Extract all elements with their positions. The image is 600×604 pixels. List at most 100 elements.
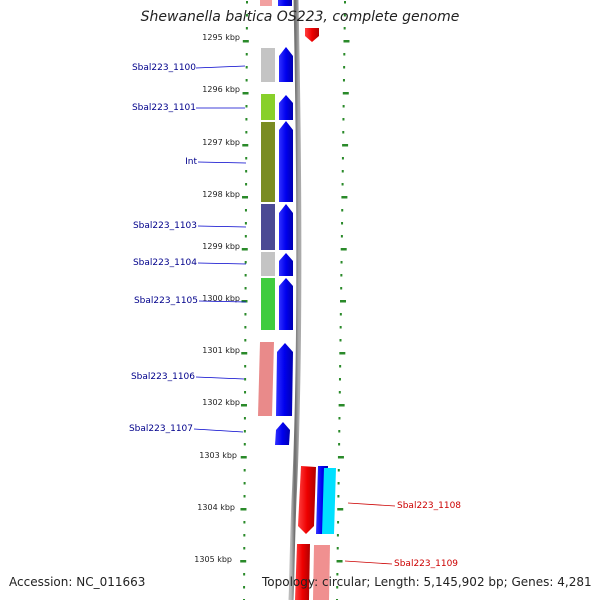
gene-label-text[interactable]: Sbal223_1109 <box>394 559 458 569</box>
gene-label-sbal223-1108[interactable]: Sbal223_1108 <box>347 501 461 511</box>
gene-label-text[interactable]: Sbal223_1103 <box>133 221 197 231</box>
ruler-tick <box>244 378 247 381</box>
gene-box[interactable] <box>261 122 275 202</box>
scale-tick-label: 1302 kbp <box>202 398 240 407</box>
ruler-tick <box>245 27 248 30</box>
gene-arrow-forward[interactable] <box>276 343 293 416</box>
gene-sbal223-1101[interactable] <box>261 94 293 120</box>
scale-tick-label: 1303 kbp <box>199 451 237 460</box>
ruler-tick <box>244 274 247 277</box>
ruler-tick <box>243 417 246 420</box>
gene-arrow-forward[interactable] <box>279 253 293 276</box>
gene-sbal223-1107[interactable] <box>275 422 290 445</box>
gene-int[interactable] <box>261 121 293 202</box>
ruler-tick <box>342 92 349 95</box>
gene-label-sbal223-1109[interactable]: Sbal223_1109 <box>344 559 458 569</box>
ruler-tick <box>338 417 341 420</box>
gene-box[interactable] <box>261 252 275 276</box>
scale-labels: 1295 kbp 1296 kbp 1297 kbp 1298 kbp 1299… <box>194 33 240 564</box>
ruler-tick <box>244 261 247 264</box>
ruler-tick <box>242 196 249 199</box>
leader-line <box>193 428 244 433</box>
gene-arrow-forward[interactable] <box>275 422 290 445</box>
ruler-tick <box>342 144 349 147</box>
gene-sbal223-1103[interactable] <box>261 204 293 250</box>
gene-sbal223-1106[interactable] <box>258 342 293 416</box>
ruler-tick <box>344 1 346 4</box>
ruler-tick <box>243 573 246 576</box>
partial-gene-top-left[interactable] <box>260 0 272 6</box>
left-gene-labels: Sbal223_1100 Sbal223_1101 Int Sbal223_11… <box>129 63 247 434</box>
ruler-tick <box>343 40 350 43</box>
ruler-tick <box>243 534 246 537</box>
gene-box[interactable] <box>313 545 330 600</box>
ruler-tick <box>241 300 248 303</box>
ruler-tick <box>338 391 341 394</box>
gene-box[interactable] <box>322 468 336 534</box>
gene-box[interactable] <box>258 342 274 416</box>
topology-label: Topology: circular; Length: 5,145,902 bp… <box>262 575 592 589</box>
ruler-tick <box>244 287 247 290</box>
gene-arrow-forward[interactable] <box>279 95 293 120</box>
gene-sbal223-1109[interactable] <box>295 544 330 600</box>
gene-label-sbal223-1105[interactable]: Sbal223_1105 <box>134 296 247 306</box>
partial-gene-top-reverse[interactable] <box>305 28 319 42</box>
accession-label: Accession: NC_011663 <box>9 575 146 589</box>
gene-box[interactable] <box>261 94 275 120</box>
gene-arrow-forward[interactable] <box>279 204 293 250</box>
scale-tick-label: 1295 kbp <box>202 33 240 42</box>
ruler-tick <box>245 105 248 108</box>
ruler-tick <box>342 131 345 134</box>
ruler-tick <box>246 1 248 4</box>
gene-sbal223-1108[interactable] <box>298 466 336 534</box>
gene-sbal223-1100[interactable] <box>261 47 293 82</box>
leader-line <box>195 65 246 69</box>
gene-label-sbal223-1103[interactable]: Sbal223_1103 <box>133 221 247 231</box>
gene-arrow-forward[interactable] <box>279 121 293 202</box>
gene-label-sbal223-1100[interactable]: Sbal223_1100 <box>132 63 246 73</box>
partial-gene-top-forward[interactable] <box>278 0 292 6</box>
gene-box[interactable] <box>261 48 275 82</box>
ruler-tick <box>340 261 343 264</box>
gene-box[interactable] <box>261 204 275 250</box>
ruler-tick <box>341 222 344 225</box>
gene-label-text[interactable]: Sbal223_1101 <box>132 103 196 113</box>
gene-label-sbal223-1107[interactable]: Sbal223_1107 <box>129 424 244 434</box>
ruler-tick <box>337 456 344 459</box>
ruler-tick <box>340 248 347 251</box>
gene-label-text[interactable]: Sbal223_1108 <box>397 501 461 511</box>
gene-label-text[interactable]: Sbal223_1100 <box>132 63 196 73</box>
gene-arrow-reverse[interactable] <box>298 466 316 534</box>
gene-arrow-forward[interactable] <box>279 278 293 330</box>
ruler-tick <box>341 196 348 199</box>
ruler-tick <box>339 339 342 342</box>
tick-column-left <box>240 1 249 602</box>
ruler-tick <box>341 209 344 212</box>
gene-label-sbal223-1101[interactable]: Sbal223_1101 <box>132 103 245 113</box>
gene-label-int[interactable]: Int <box>185 157 247 167</box>
gene-label-sbal223-1106[interactable]: Sbal223_1106 <box>131 372 245 382</box>
leader-line <box>347 502 396 507</box>
chromosome-backbone <box>288 0 302 601</box>
ruler-tick <box>343 14 346 17</box>
ruler-tick <box>243 482 246 485</box>
gene-label-sbal223-1104[interactable]: Sbal223_1104 <box>133 258 247 268</box>
gene-label-text[interactable]: Sbal223_1104 <box>133 258 197 268</box>
ruler-tick <box>338 443 341 446</box>
ruler-tick <box>342 79 345 82</box>
gene-sbal223-1105[interactable] <box>261 278 293 330</box>
gene-label-text[interactable]: Int <box>185 157 197 167</box>
gene-label-text[interactable]: Sbal223_1105 <box>134 296 198 306</box>
ruler-tick <box>240 404 247 407</box>
gene-box[interactable] <box>261 278 275 330</box>
ruler-tick <box>243 547 246 550</box>
gene-arrow-reverse[interactable] <box>295 544 310 600</box>
gene-label-text[interactable]: Sbal223_1107 <box>129 424 193 434</box>
scale-tick-label: 1304 kbp <box>197 503 235 512</box>
gene-label-text[interactable]: Sbal223_1106 <box>131 372 195 382</box>
ruler-tick <box>243 430 246 433</box>
gene-arrow-forward[interactable] <box>279 47 293 82</box>
gene-sbal223-1104[interactable] <box>261 252 293 276</box>
